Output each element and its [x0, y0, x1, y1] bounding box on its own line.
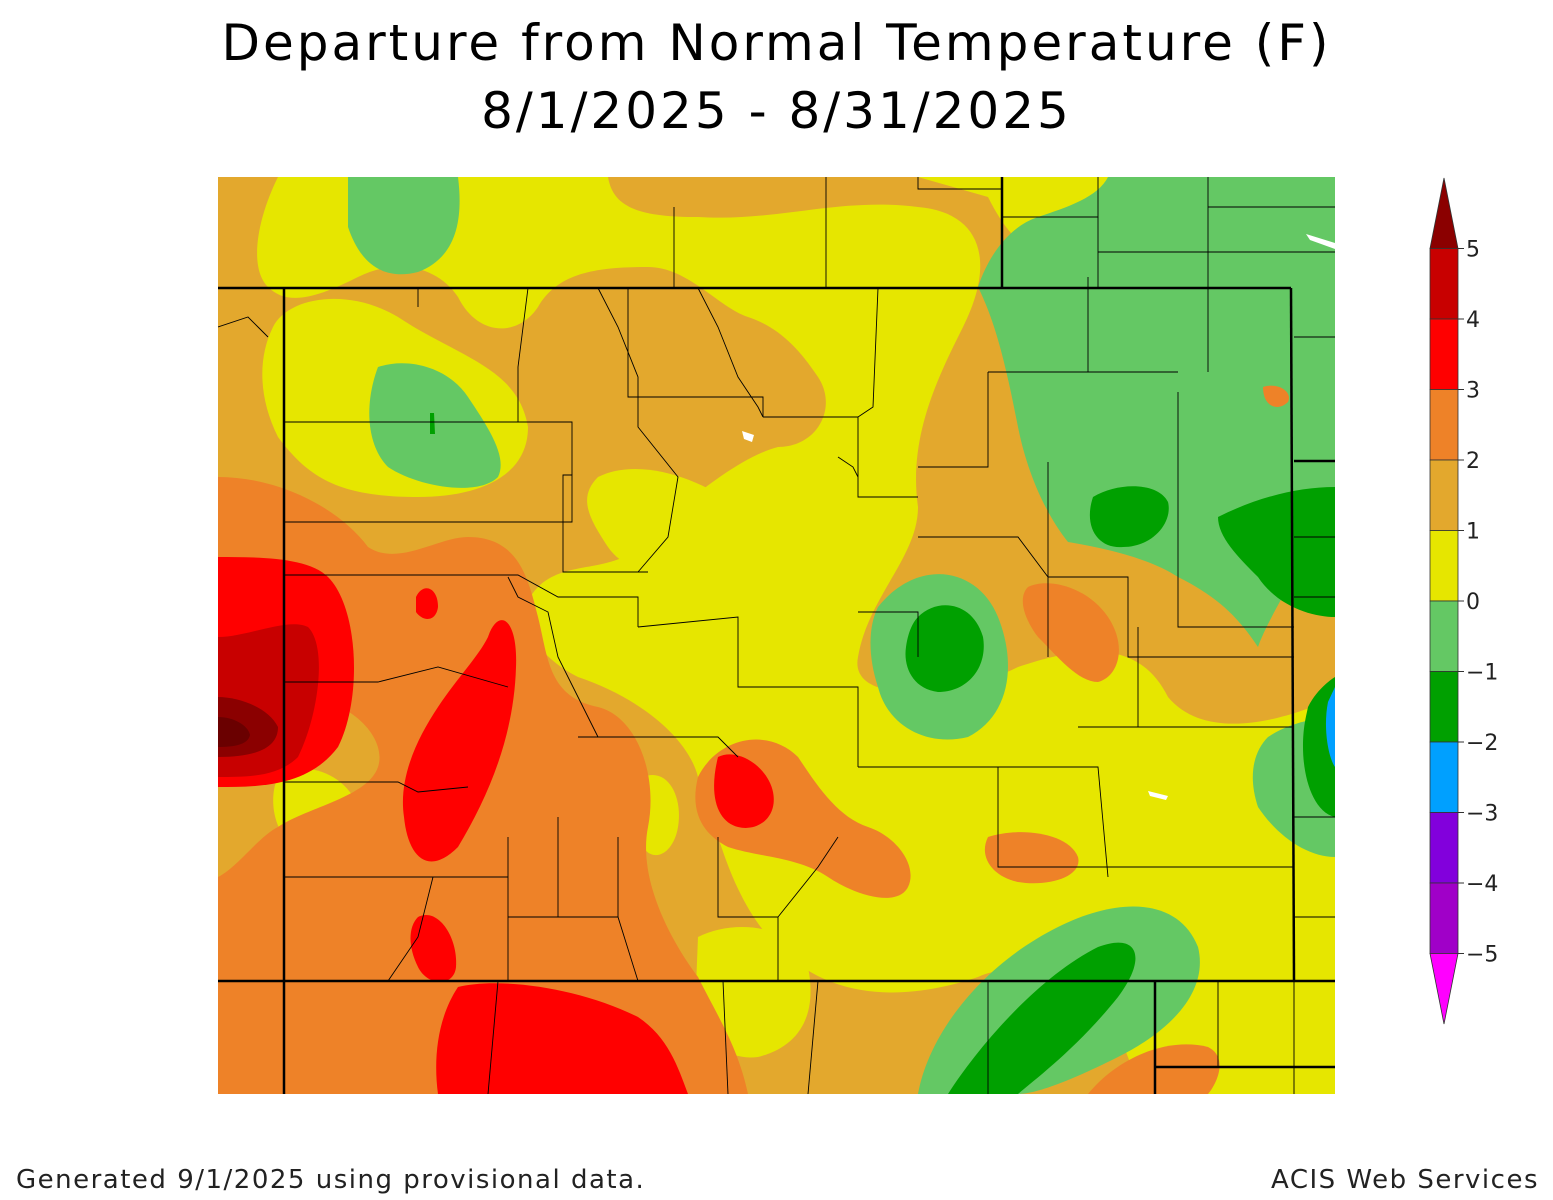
- legend-tick-label: 4: [1466, 308, 1480, 333]
- legend-tick-label: 1: [1466, 520, 1480, 545]
- anomaly-3-to-4-regions: [218, 557, 774, 1094]
- color-scale-legend: 5 4 3 2 1 0 −1 −2 −3 −4 −5: [1429, 177, 1498, 1025]
- legend-bin: [1429, 248, 1459, 320]
- anomaly-above-5-core: [218, 717, 250, 747]
- legend-tick-label: −4: [1466, 872, 1498, 897]
- legend-bin: [1429, 953, 1459, 1025]
- legend-bin: [1429, 671, 1459, 743]
- legend-bin: [1429, 882, 1459, 954]
- legend-bin: [1429, 600, 1459, 672]
- legend-bin: [1429, 741, 1459, 813]
- legend-tick-label: −3: [1466, 802, 1498, 827]
- legend-bin: [1429, 459, 1459, 531]
- county-boundaries: [218, 177, 1335, 1094]
- legend-bin: [1429, 318, 1459, 390]
- legend-tick-label: 3: [1466, 379, 1480, 404]
- legend-tick-label: 5: [1466, 238, 1480, 263]
- generated-note: Generated 9/1/2025 using provisional dat…: [16, 1165, 646, 1195]
- legend-bin: [1429, 177, 1459, 249]
- legend-bin: [1429, 812, 1459, 884]
- temperature-departure-map: [218, 177, 1335, 1094]
- legend-tick-label: −1: [1466, 661, 1498, 686]
- legend-tick-label: 2: [1466, 449, 1480, 474]
- legend-tick-labels: 5 4 3 2 1 0 −1 −2 −3 −4 −5: [1458, 238, 1498, 968]
- legend-tick-label: −2: [1466, 731, 1498, 756]
- legend-bin: [1429, 389, 1459, 461]
- anomaly-minus3-to-minus2-region: [1325, 687, 1335, 767]
- no-data-marks: [742, 234, 1335, 800]
- legend-bin: [1429, 530, 1459, 602]
- map-date-range: 8/1/2025 - 8/31/2025: [481, 82, 1072, 140]
- map-title: Departure from Normal Temperature (F): [221, 14, 1332, 72]
- legend-tick-label: −5: [1466, 943, 1498, 968]
- legend-tick-label: 0: [1466, 590, 1480, 615]
- source-credit: ACIS Web Services: [1270, 1165, 1539, 1195]
- legend-color-bins: [1429, 177, 1459, 1025]
